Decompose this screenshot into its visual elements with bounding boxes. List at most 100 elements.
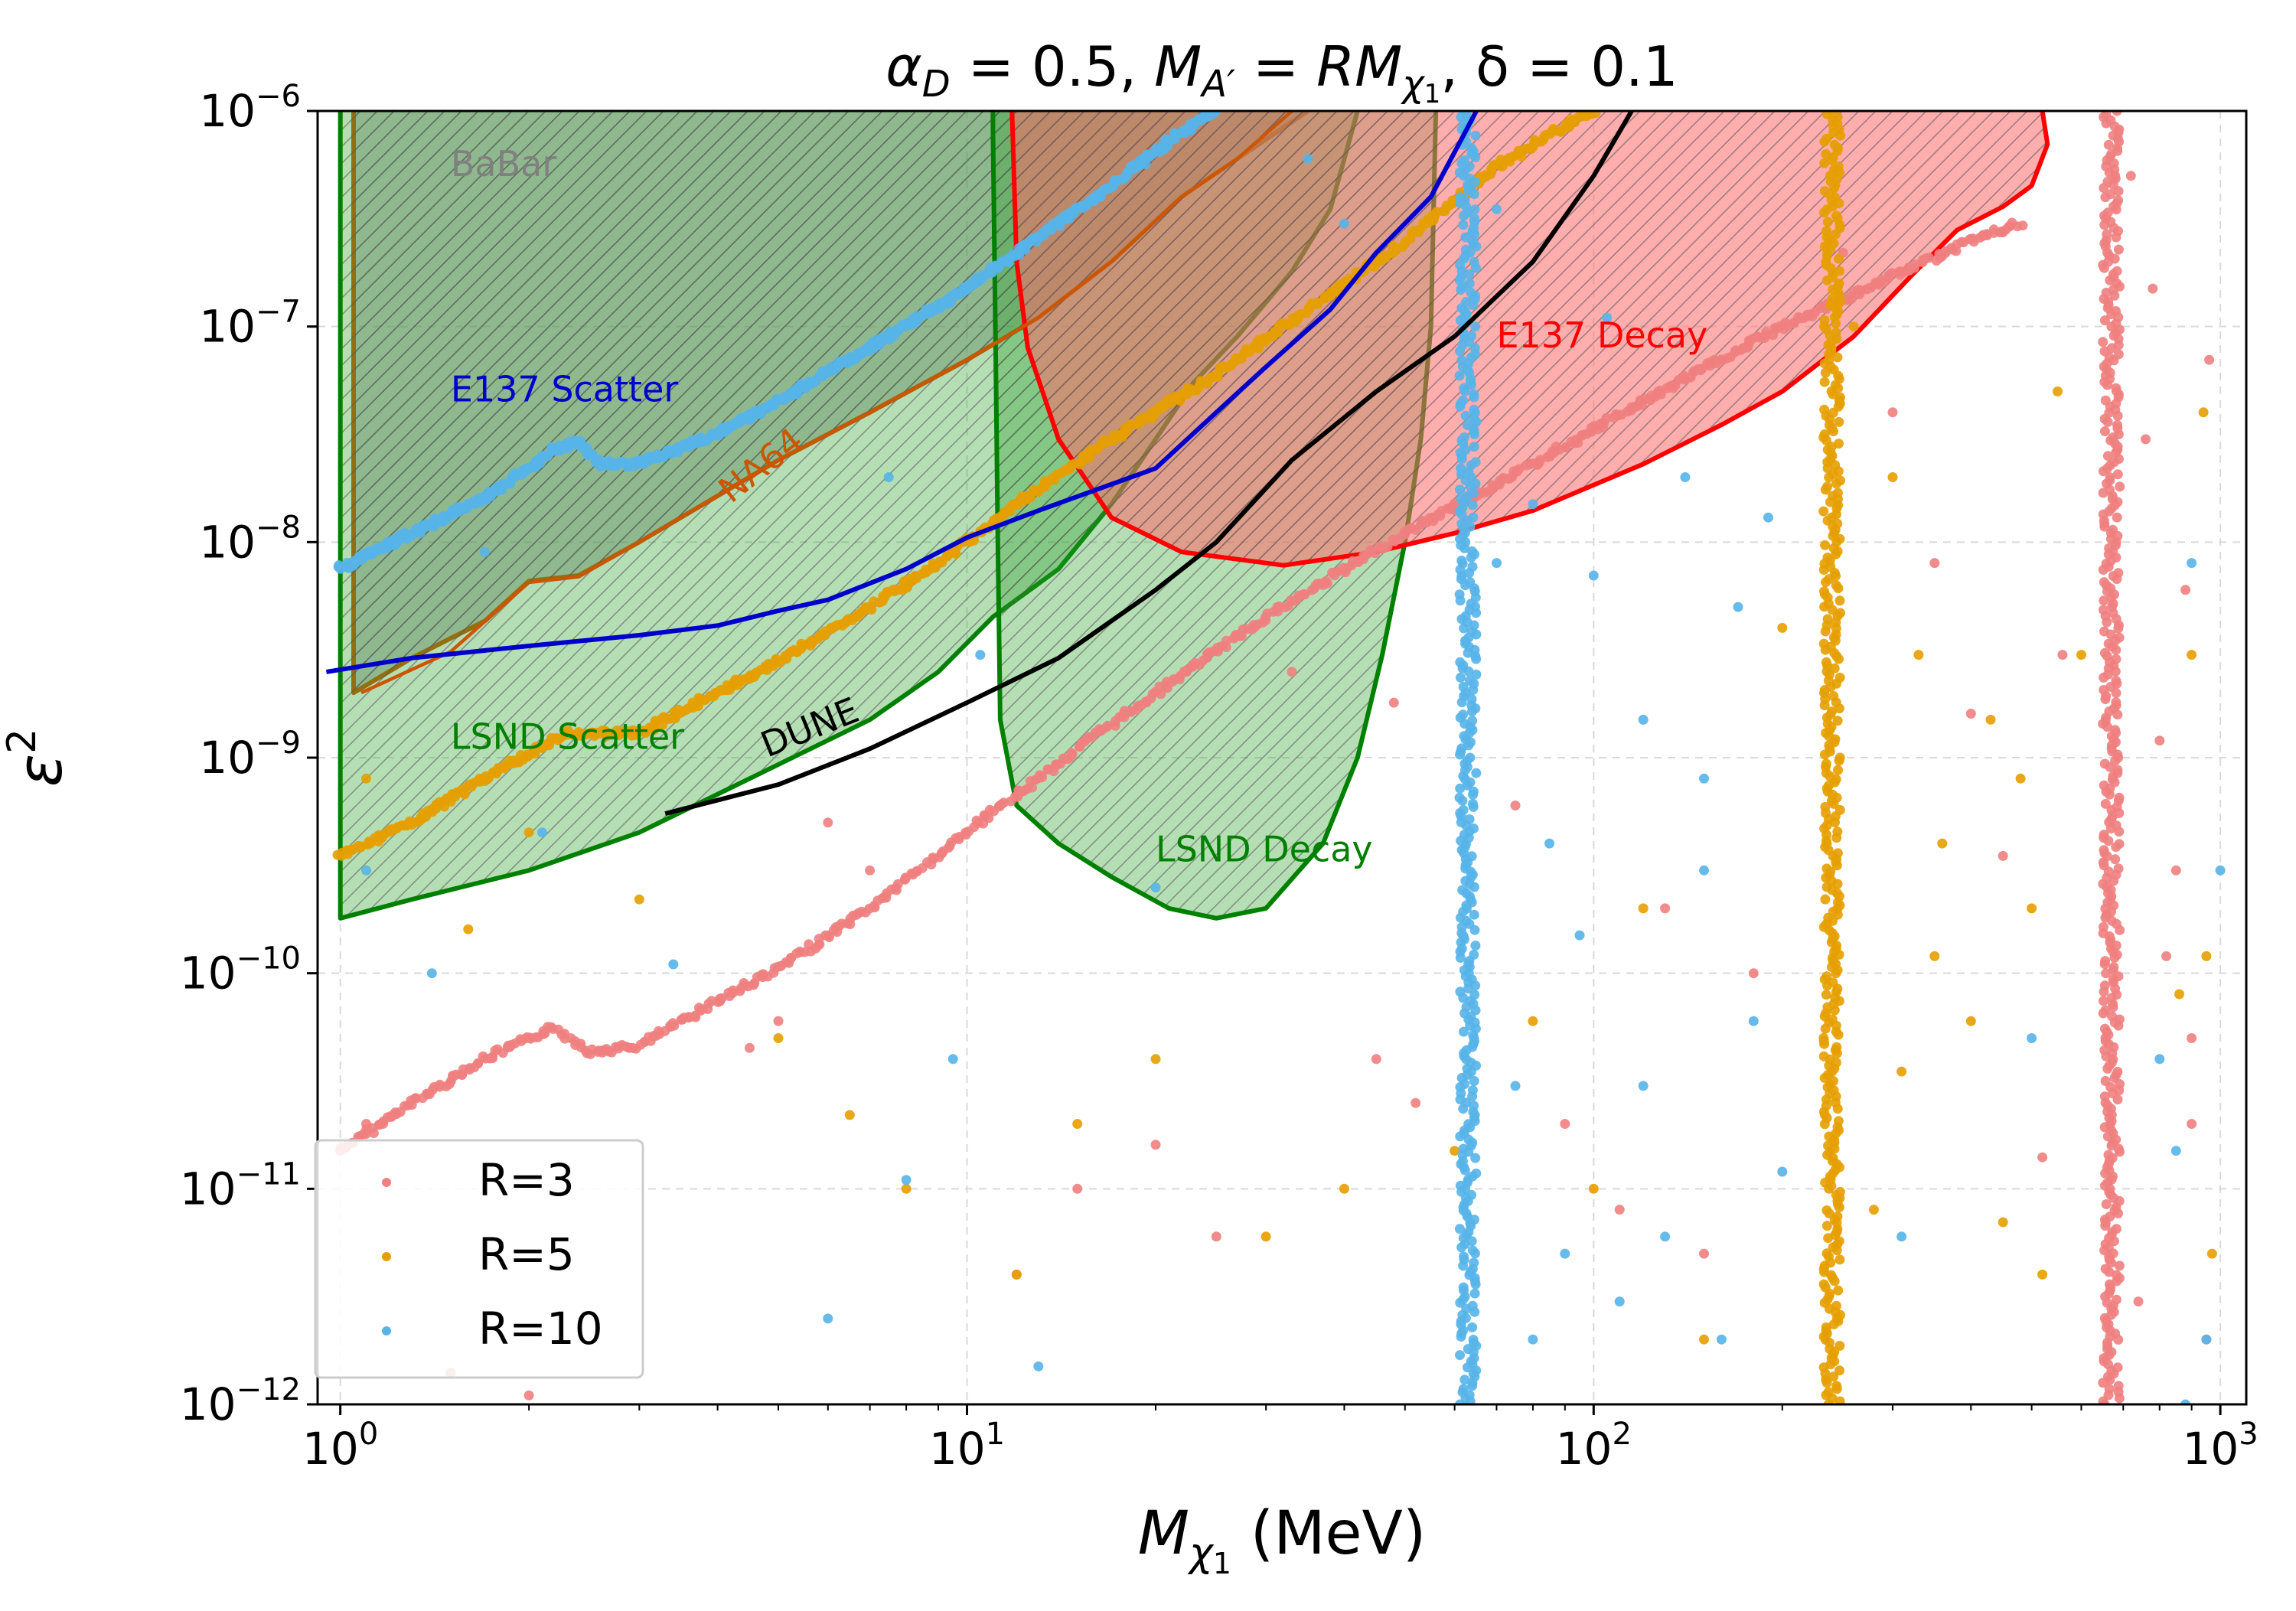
scatter-point-r10: [361, 865, 371, 876]
scatter-point-r3: [2125, 171, 2136, 181]
scatter-point-r3: [2154, 735, 2165, 746]
scatter-point-r3: [865, 865, 876, 876]
vertical-band-point-r5: [1820, 801, 1831, 812]
vertical-band-point-r5: [1835, 1186, 1845, 1197]
vertical-band-point-r5: [1828, 977, 1838, 988]
vertical-band-point-r10: [1467, 798, 1478, 809]
vertical-band-point-r10: [1455, 484, 1465, 495]
vertical-band-point-r10: [1464, 675, 1475, 686]
band-point-r3: [1887, 268, 1897, 279]
band-point-r5: [1312, 298, 1322, 308]
scatter-point-r10: [2170, 1146, 2181, 1156]
vertical-band-point-r5: [1835, 1365, 1844, 1376]
scatter-point-r5: [1011, 1269, 1022, 1280]
vertical-band-point-r3: [2099, 577, 2109, 588]
constraint-line-na64: [360, 111, 1293, 695]
scatter-point-r3: [1388, 697, 1399, 708]
scatter-point-r3: [2141, 434, 2151, 445]
vertical-band-point-r10: [1454, 589, 1465, 600]
vertical-band-point-r5: [1835, 672, 1845, 683]
legend-label-r10: R=10: [478, 1303, 603, 1355]
constraint-line-e137-scatter: [325, 111, 1479, 674]
vertical-band-point-r3: [2107, 1011, 2118, 1022]
scatter-point-r5: [1777, 622, 1788, 633]
vertical-band-point-r5: [1831, 328, 1841, 338]
scatter-point-r3: [1371, 1054, 1381, 1065]
scatter-point-r5: [1998, 1217, 2008, 1228]
vertical-band-point-r10: [1467, 546, 1477, 556]
vertical-band-point-r10: [1458, 804, 1469, 815]
scatter-point-r5: [2187, 650, 2197, 660]
vertical-band-point-r3: [2099, 426, 2110, 436]
vertical-band-point-r5: [1821, 971, 1832, 982]
scatter-point-r5: [1929, 951, 1940, 961]
vertical-band-point-r10: [1466, 331, 1477, 341]
vertical-band-point-r5: [1835, 1396, 1845, 1404]
scatter-point-r5: [1896, 1066, 1907, 1077]
scatter-point-r10: [947, 1054, 958, 1065]
region-boundary-e137-decay: [1009, 111, 2050, 568]
constraint-line-dune: [664, 111, 1634, 817]
vertical-band-point-r10: [1457, 885, 1468, 895]
vertical-band-point-r10: [1466, 694, 1477, 704]
vertical-band-point-r5: [1822, 553, 1833, 563]
scatter-point-r10: [823, 1313, 833, 1324]
vertical-band-point-r10: [1469, 214, 1480, 224]
vertical-band-point-r3: [2113, 1381, 2124, 1391]
vertical-band-point-r5: [1821, 1248, 1832, 1259]
scatter-point-r10: [1588, 570, 1599, 581]
scatter-point-r3: [2161, 951, 2171, 961]
x-tick-label: 101: [929, 1417, 1005, 1475]
scatter-point-r5: [1528, 1016, 1538, 1026]
vertical-band-point-r3: [2099, 315, 2110, 326]
band-point-r3: [1103, 720, 1113, 731]
y-tick-label: 10−8: [199, 510, 301, 568]
scatter-point-r10: [668, 959, 679, 970]
scatter-point-r3: [1887, 407, 1898, 418]
band-point-r3: [1066, 748, 1077, 758]
vertical-band-point-r10: [1464, 278, 1475, 289]
vertical-band-point-r5: [1833, 1116, 1844, 1127]
vertical-band-point-r5: [1821, 863, 1832, 874]
scatter-point-r10: [2180, 1399, 2191, 1404]
legend-box: [314, 1139, 644, 1379]
vertical-band-point-r10: [1454, 792, 1465, 803]
vertical-band-point-r5: [1819, 186, 1830, 197]
vertical-band-point-r3: [2101, 111, 2112, 119]
vertical-band-point-r3: [2098, 337, 2108, 347]
band-point-r3: [983, 813, 994, 823]
vertical-band-point-r10: [1467, 562, 1478, 572]
scatter-point-r3: [2187, 1033, 2197, 1043]
vertical-band-point-r10: [1471, 669, 1482, 680]
vertical-band-point-r3: [2098, 921, 2108, 932]
scatter-point-r10: [1492, 204, 1502, 214]
scatter-point-r3: [1965, 709, 1976, 719]
vertical-band-point-r3: [2099, 845, 2109, 856]
vertical-band-point-r3: [2101, 1199, 2112, 1209]
vertical-band-point-r5: [1834, 416, 1844, 427]
vertical-band-point-r10: [1454, 370, 1465, 381]
scatter-point-r5: [2053, 386, 2063, 396]
vertical-band-point-r10: [1460, 232, 1471, 243]
scatter-point-r10: [1560, 1248, 1570, 1259]
vertical-band-point-r3: [2111, 383, 2122, 393]
scatter-point-r10: [537, 827, 547, 838]
y-tick-label: 10−7: [199, 295, 301, 353]
vertical-band-point-r10: [1469, 442, 1479, 452]
scatter-point-r5: [1937, 838, 1948, 849]
vertical-band-point-r10: [1460, 410, 1471, 421]
scatter-point-r10: [2215, 865, 2226, 876]
vertical-band-point-r10: [1468, 512, 1479, 523]
scatter-point-r3: [2187, 1119, 2197, 1129]
band-point-r3: [716, 993, 727, 1003]
scatter-point-r10: [1602, 312, 1613, 323]
vertical-band-point-r3: [2112, 512, 2122, 523]
scatter-point-r5: [1339, 1183, 1349, 1194]
scatter-point-r5: [463, 924, 474, 934]
legend-label-r5: R=5: [478, 1228, 575, 1280]
vertical-band-point-r3: [2108, 962, 2119, 973]
scatter-point-r10: [883, 472, 894, 482]
vertical-band-point-r10: [1468, 786, 1479, 797]
vertical-band-point-r5: [1818, 1051, 1829, 1061]
vertical-band-point-r5: [1831, 210, 1841, 221]
